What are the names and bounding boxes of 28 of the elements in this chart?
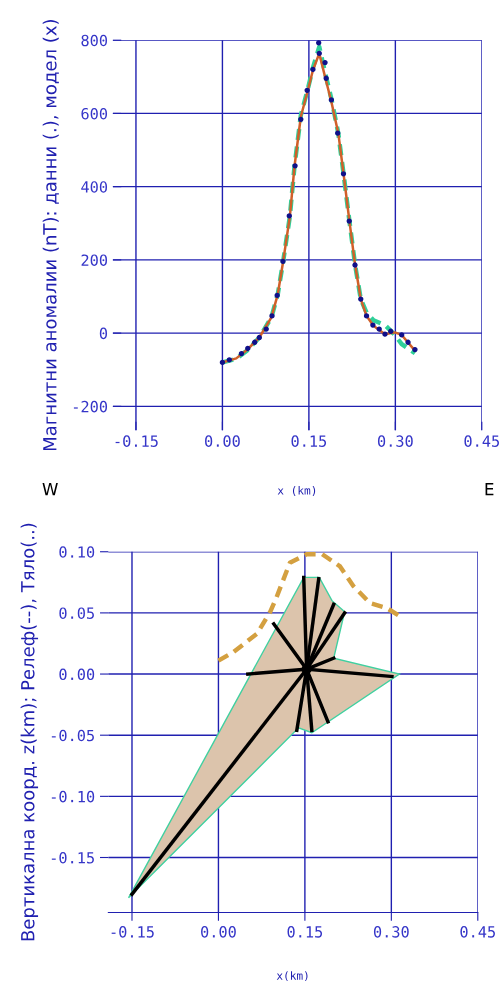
y-axis-title: Магнитни аномалии (nT): данни (.), модел (x) [42, 19, 59, 451]
y-tick-label: 0.10 [59, 546, 95, 558]
x-tick-label: 0.00 [205, 435, 240, 447]
y-tick-label: 400 [81, 181, 108, 193]
x-tick-label: 0.45 [464, 435, 499, 447]
y-tick-label: -0.15 [51, 852, 94, 864]
text: E [485, 483, 494, 496]
y-tick-label: 600 [81, 107, 108, 120]
x-tick-label: 0.45 [460, 926, 495, 938]
y-tick-label: -200 [73, 400, 108, 413]
y-tick-label: 0.00 [59, 668, 95, 681]
x-tick-label: -0.15 [111, 926, 154, 938]
x-tick-label: 0.15 [287, 926, 323, 938]
y-tick-label: 800 [81, 34, 108, 47]
y-tick-label: 200 [81, 254, 108, 266]
y-axis-title: Вертикална коорд. z(km); Релеф(--), Тяло(..) [20, 523, 39, 941]
text: W [42, 483, 58, 496]
x-axis-title: x(km) [276, 971, 308, 982]
y-tick-label: 0 [99, 327, 108, 340]
y-tick-label: -0.05 [51, 729, 94, 742]
y-tick-label: 0.05 [59, 607, 94, 619]
x-tick-label: 0.30 [377, 435, 413, 447]
x-tick-label: -0.15 [115, 435, 158, 447]
y-tick-label: -0.10 [51, 790, 95, 803]
x-tick-label: 0.00 [201, 926, 236, 938]
x-tick-label: 0.30 [373, 926, 409, 938]
x-tick-label: 0.15 [291, 435, 327, 447]
x-axis-title: x (km) [277, 486, 316, 496]
